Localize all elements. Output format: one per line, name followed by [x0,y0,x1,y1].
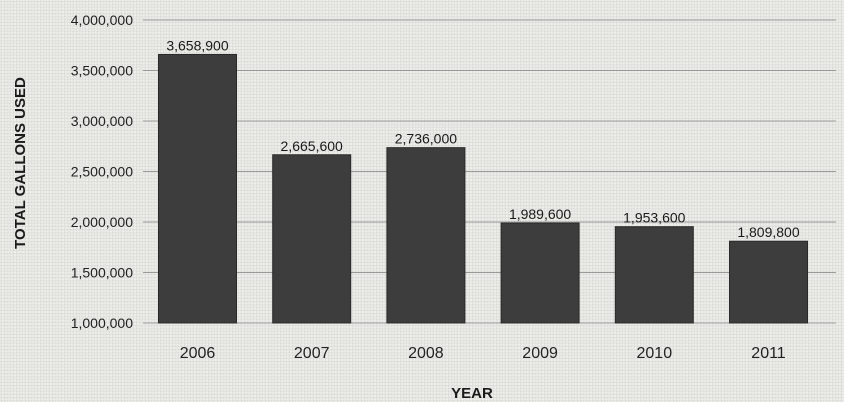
bar-2008 [386,147,466,324]
y-axis-title: TOTAL GALLONS USED [12,77,29,249]
data-label-2007: 2,665,600 [281,138,343,154]
x-tick-label-2008: 2008 [408,345,444,362]
y-tick-label: 3,000,000 [71,113,133,129]
data-label-2008: 2,736,000 [395,131,457,147]
x-tick-label-2007: 2007 [294,345,330,362]
x-tick-label-2009: 2009 [522,345,558,362]
bars [158,53,808,324]
bar-2007 [272,154,352,324]
bar-2010 [614,226,694,324]
data-label-2010: 1,953,600 [623,210,685,226]
y-tick-label: 4,000,000 [71,12,133,28]
gridlines [143,19,836,324]
bar-2009 [500,222,580,324]
x-axis-title: YEAR [451,385,493,402]
data-label-2006: 3,658,900 [166,37,228,53]
y-tick-label: 2,500,000 [71,164,133,180]
y-tick-label: 3,500,000 [71,63,133,79]
x-tick-label-2010: 2010 [637,345,673,362]
data-label-2009: 1,989,600 [509,206,571,222]
x-tick-label-2006: 2006 [180,345,216,362]
y-tick-label: 1,500,000 [71,265,133,281]
y-tick-label: 1,000,000 [71,315,133,331]
x-tick-label-2011: 2011 [751,345,786,362]
data-label-2011: 1,809,800 [737,224,799,240]
bar-2006 [158,53,237,324]
y-tick-label: 2,000,000 [71,214,133,230]
data-labels: 3,658,900 2,665,600 2,736,000 1,989,600 1,95… [166,37,799,240]
x-axis-tick-labels: 2006 2007 2008 2009 2010 2011 [180,345,786,362]
y-axis-tick-labels: 1,000,000 1,500,000 2,000,000 2,500,000 3,00… [71,12,133,331]
bar-2011 [729,240,808,324]
